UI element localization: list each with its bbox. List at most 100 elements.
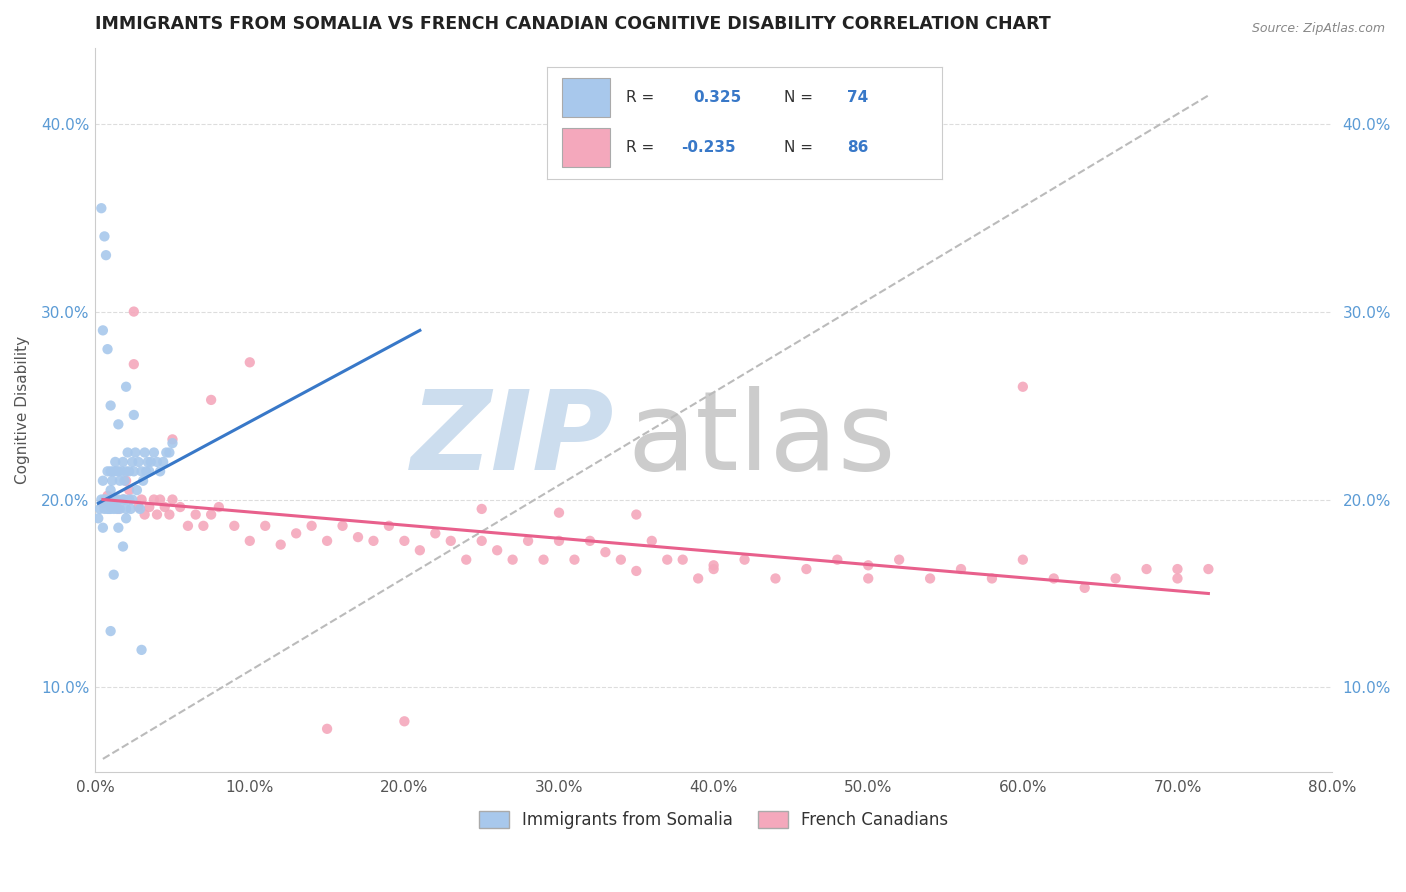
Point — [270, 538, 292, 552]
Point — [950, 562, 973, 576]
Point — [285, 526, 308, 541]
Point — [184, 508, 207, 522]
Point — [672, 552, 695, 566]
Point — [118, 483, 141, 497]
Point — [471, 533, 494, 548]
Point — [169, 500, 191, 514]
Point — [626, 508, 648, 522]
Point — [703, 558, 725, 573]
Point — [91, 496, 114, 510]
Point — [120, 502, 142, 516]
Point — [177, 519, 200, 533]
Point — [111, 492, 134, 507]
Point — [96, 464, 118, 478]
Point — [301, 519, 323, 533]
Point — [1197, 562, 1219, 576]
Point — [100, 483, 122, 497]
Point — [107, 464, 129, 478]
Point — [100, 624, 122, 638]
Point — [224, 519, 246, 533]
Point — [111, 540, 134, 554]
Point — [193, 519, 215, 533]
Point — [1166, 571, 1188, 585]
Point — [858, 558, 880, 573]
Point — [131, 464, 153, 478]
Point — [200, 508, 222, 522]
Point — [100, 399, 122, 413]
Point — [101, 492, 124, 507]
Point — [122, 408, 145, 422]
Point — [111, 455, 134, 469]
Point — [1135, 562, 1157, 576]
Point — [641, 533, 664, 548]
Point — [107, 417, 129, 432]
Point — [122, 304, 145, 318]
Point — [152, 455, 174, 469]
Point — [103, 464, 125, 478]
Y-axis label: Cognitive Disability: Cognitive Disability — [15, 336, 30, 484]
Point — [94, 248, 117, 262]
Point — [134, 445, 156, 459]
Point — [107, 502, 129, 516]
Point — [363, 533, 385, 548]
Point — [378, 519, 401, 533]
Point — [239, 533, 262, 548]
Point — [425, 526, 447, 541]
Point — [595, 545, 617, 559]
Point — [127, 455, 149, 469]
Point — [101, 474, 124, 488]
Point — [124, 445, 146, 459]
Point — [548, 506, 571, 520]
Point — [134, 508, 156, 522]
Point — [155, 445, 177, 459]
Point — [104, 455, 127, 469]
Point — [98, 502, 121, 516]
Point — [548, 533, 571, 548]
Point — [138, 464, 160, 478]
Point — [153, 500, 176, 514]
Point — [239, 355, 262, 369]
Point — [316, 722, 339, 736]
Text: Source: ZipAtlas.com: Source: ZipAtlas.com — [1251, 22, 1385, 36]
Point — [100, 502, 122, 516]
Point — [108, 502, 131, 516]
Point — [114, 492, 136, 507]
Point — [146, 455, 169, 469]
Point — [827, 552, 849, 566]
Point — [332, 519, 354, 533]
Point — [1042, 571, 1064, 585]
Point — [107, 521, 129, 535]
Point — [254, 519, 277, 533]
Text: IMMIGRANTS FROM SOMALIA VS FRENCH CANADIAN COGNITIVE DISABILITY CORRELATION CHAR: IMMIGRANTS FROM SOMALIA VS FRENCH CANADI… — [96, 15, 1050, 33]
Point — [114, 474, 136, 488]
Point — [517, 533, 540, 548]
Point — [157, 508, 180, 522]
Point — [90, 201, 112, 215]
Point — [93, 492, 115, 507]
Point — [103, 502, 125, 516]
Point — [115, 474, 138, 488]
Point — [1166, 562, 1188, 576]
Point — [142, 492, 165, 507]
Point — [657, 552, 679, 566]
Point — [142, 445, 165, 459]
Point — [456, 552, 478, 566]
Point — [139, 455, 162, 469]
Point — [920, 571, 942, 585]
Point — [105, 502, 128, 516]
Point — [125, 483, 148, 497]
Point — [394, 533, 416, 548]
Point — [87, 511, 110, 525]
Point — [103, 492, 125, 507]
Point — [107, 492, 129, 507]
Point — [149, 492, 172, 507]
Point — [118, 492, 141, 507]
Point — [138, 500, 160, 514]
Text: atlas: atlas — [627, 385, 896, 492]
Point — [94, 492, 117, 507]
Point — [89, 502, 111, 516]
Point — [121, 492, 143, 507]
Point — [688, 571, 710, 585]
Point — [980, 571, 1002, 585]
Point — [115, 380, 138, 394]
